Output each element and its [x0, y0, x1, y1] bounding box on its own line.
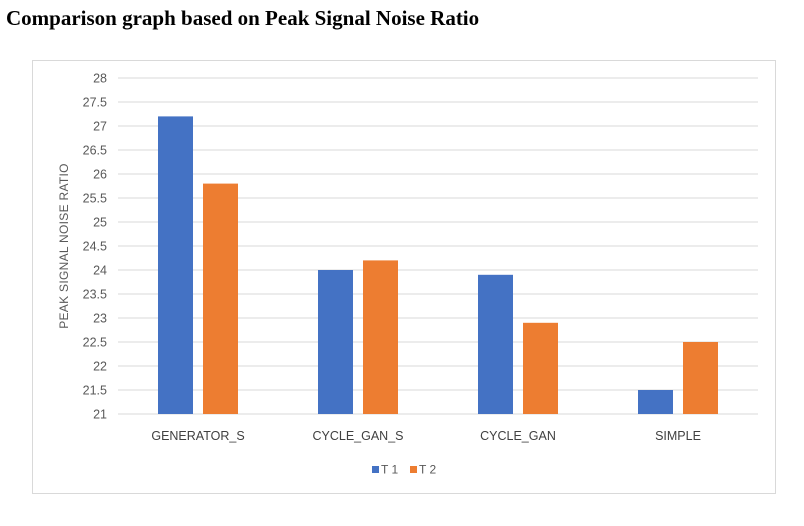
y-tick-label: 27	[93, 120, 107, 134]
y-tick-label: 22.5	[83, 336, 107, 350]
y-axis-ticks: 21 21.5 22 22.5 23 23.5 24 24.5 25 25.5 26 26.5 27 27…	[83, 72, 107, 422]
bar	[683, 342, 718, 414]
y-tick-label: 23	[93, 312, 107, 326]
y-axis-title: PEAK SIGNAL NOISE RATIO	[57, 163, 71, 329]
legend-swatch	[410, 466, 417, 473]
x-category-label: GENERATOR_S	[151, 429, 244, 443]
y-tick-label: 25	[93, 216, 107, 230]
y-tick-label: 27.5	[83, 96, 107, 110]
bar	[523, 322, 558, 414]
y-tick-label: 24.5	[83, 240, 107, 254]
chart-area	[32, 60, 776, 494]
legend: T 1 T 2	[372, 463, 436, 477]
legend-label: T 1	[381, 463, 398, 477]
bars	[158, 116, 718, 415]
bar	[478, 274, 513, 414]
y-tick-label: 23.5	[83, 288, 107, 302]
y-tick-label: 24	[93, 264, 107, 278]
bar	[638, 390, 673, 414]
page-title: Comparison graph based on Peak Signal No…	[6, 6, 480, 30]
y-tick-label: 22	[93, 360, 107, 374]
y-tick-label: 25.5	[83, 192, 107, 206]
bar	[318, 270, 353, 414]
bar	[158, 116, 193, 415]
x-category-label: SIMPLE	[655, 429, 701, 443]
x-category-label: CYCLE_GAN_S	[312, 429, 403, 443]
x-category-label: CYCLE_GAN	[480, 429, 556, 443]
legend-swatch	[372, 466, 379, 473]
y-tick-label: 26.5	[83, 144, 107, 158]
y-tick-label: 26	[93, 168, 107, 182]
y-tick-label: 21	[93, 408, 107, 422]
bar	[363, 260, 398, 414]
y-tick-label: 28	[93, 72, 107, 86]
legend-label: T 2	[419, 463, 436, 477]
x-axis-categories: GENERATOR_S CYCLE_GAN_S CYCLE_GAN SIMPLE	[151, 429, 701, 443]
y-tick-label: 21.5	[83, 384, 107, 398]
bar	[203, 183, 238, 414]
